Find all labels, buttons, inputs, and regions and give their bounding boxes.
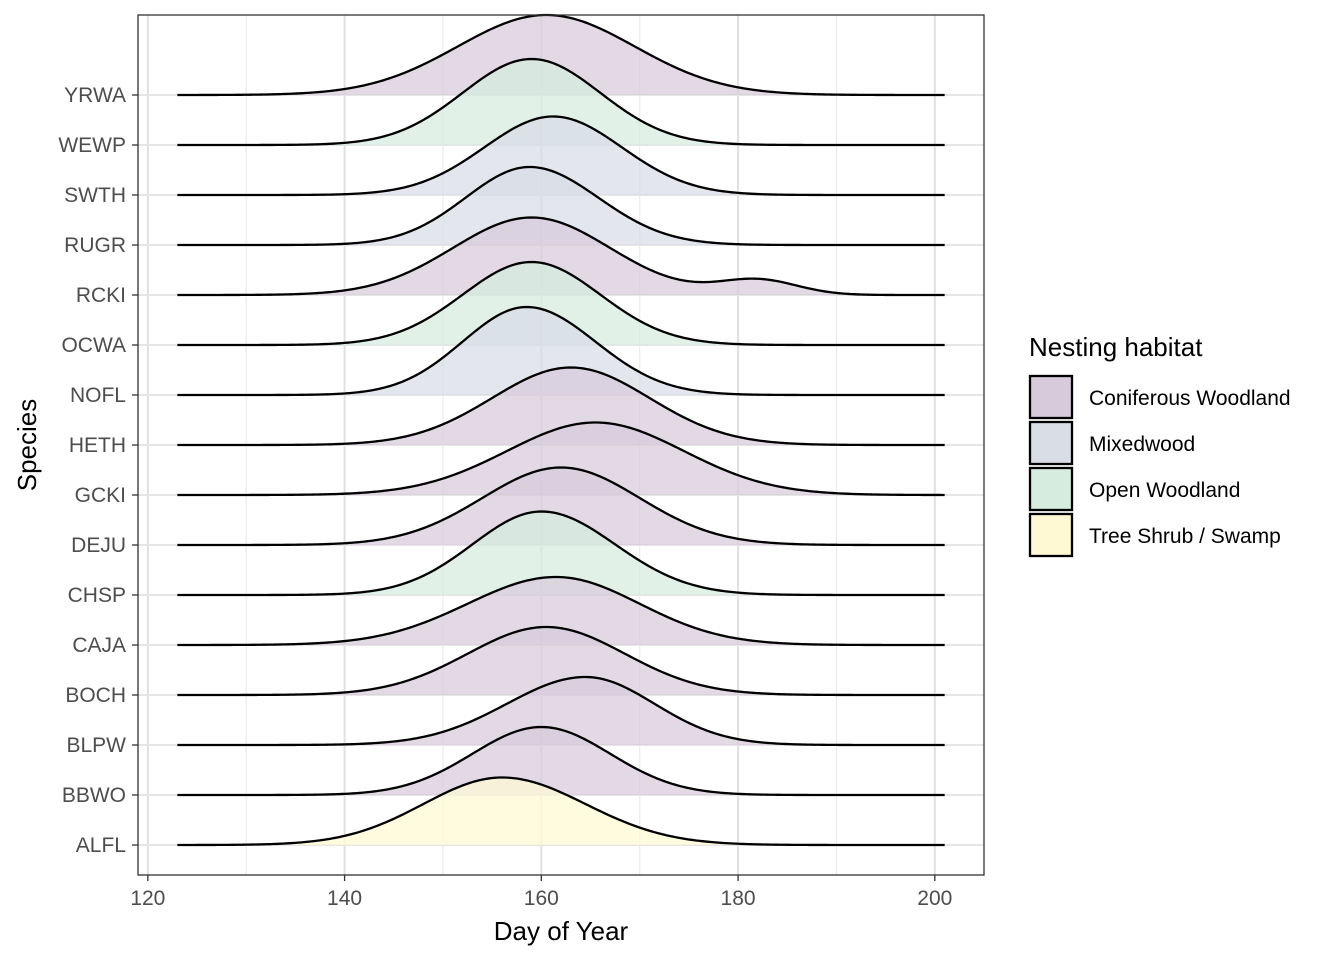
ridge-fill-wewp [177, 59, 945, 145]
x-tick-label: 120 [130, 887, 165, 910]
ridge-fill-yrwa [177, 15, 945, 95]
x-tick-label: 160 [524, 887, 559, 910]
legend-key-0 [1028, 374, 1074, 420]
y-tick-label-deju: DEJU [71, 534, 126, 557]
y-tick-label-swth: SWTH [64, 184, 126, 207]
x-tick-label: 140 [327, 887, 362, 910]
y-tick-label-bbwo: BBWO [62, 784, 126, 807]
x-axis-title: Day of Year [494, 916, 629, 946]
legend-label-1: Mixedwood [1089, 433, 1195, 456]
y-tick-label-rugr: RUGR [64, 234, 126, 257]
y-tick-label-blpw: BLPW [66, 734, 126, 757]
ridge-fill-chsp [177, 511, 945, 595]
ridge-fill-blpw [177, 677, 945, 745]
legend-label-3: Tree Shrub / Swamp [1089, 525, 1281, 548]
legend-key-3 [1028, 512, 1074, 558]
ridge-line-ocwa [177, 260, 945, 347]
ridge-fill-alfl [177, 777, 945, 845]
y-tick-label-alfl: ALFL [76, 834, 126, 857]
ridge-fill-nofl [177, 307, 945, 395]
y-tick-label-caja: CAJA [72, 634, 126, 657]
x-axis: 120 140 160 180 200 [130, 875, 952, 910]
y-tick-label-gcki: GCKI [75, 484, 126, 507]
ridge-line-deju [177, 466, 945, 547]
ridge-fill-gcki [177, 422, 945, 495]
legend-label-0: Coniferous Woodland [1089, 387, 1291, 410]
y-tick-label-wewp: WEWP [58, 134, 126, 157]
ridge-line-heth [177, 366, 945, 447]
x-tick-label: 200 [917, 887, 952, 910]
ridge-line-boch [177, 625, 945, 697]
ridge-fill-deju [177, 467, 945, 545]
y-tick-label-heth: HETH [69, 434, 126, 457]
y-tick-label-nofl: NOFL [70, 384, 126, 407]
y-tick-label-boch: BOCH [65, 684, 126, 707]
y-axis: ALFL BBWO BLPW BOCH CAJA CHSP DEJU GCKI HETH NOFL… [58, 84, 138, 857]
x-tick-label: 180 [721, 887, 756, 910]
ridge-fill-swth [177, 116, 945, 195]
ridge-line-wewp [177, 57, 945, 147]
ridge-line-swth [177, 115, 945, 197]
y-axis-title: Species [12, 399, 42, 492]
ridge-fill-boch [177, 627, 945, 695]
y-tick-label-chsp: CHSP [68, 584, 126, 607]
ridge-line-bbwo [177, 725, 945, 797]
ridge-fill-rcki [177, 217, 945, 295]
y-tick-label-yrwa: YRWA [64, 84, 126, 107]
ridge-fill-bbwo [177, 727, 945, 795]
ridge-fill-ocwa [177, 262, 945, 345]
legend-key-1 [1028, 420, 1074, 466]
legend: Nesting habitat Coniferous Woodland Mixed… [1028, 332, 1291, 558]
y-tick-label-ocwa: OCWA [61, 334, 126, 357]
ridge-line-blpw [177, 675, 945, 747]
ridge-line-yrwa [177, 13, 945, 97]
ridge-line-nofl [177, 305, 945, 397]
ridge-line-gcki [177, 421, 945, 497]
ridge-fill-rugr [177, 167, 945, 245]
ridge-line-chsp [177, 510, 945, 597]
ridges [177, 13, 945, 847]
ridge-line-rugr [177, 165, 945, 247]
ridge-line-rcki [177, 216, 945, 297]
ridge-fill-heth [177, 367, 945, 445]
ridge-line-alfl [177, 776, 945, 847]
legend-key-2 [1028, 466, 1074, 512]
y-tick-label-rcki: RCKI [76, 284, 126, 307]
ridge-line-caja [177, 575, 945, 647]
ridge-fill-caja [177, 577, 945, 645]
legend-label-2: Open Woodland [1089, 479, 1240, 502]
legend-title: Nesting habitat [1029, 332, 1203, 362]
